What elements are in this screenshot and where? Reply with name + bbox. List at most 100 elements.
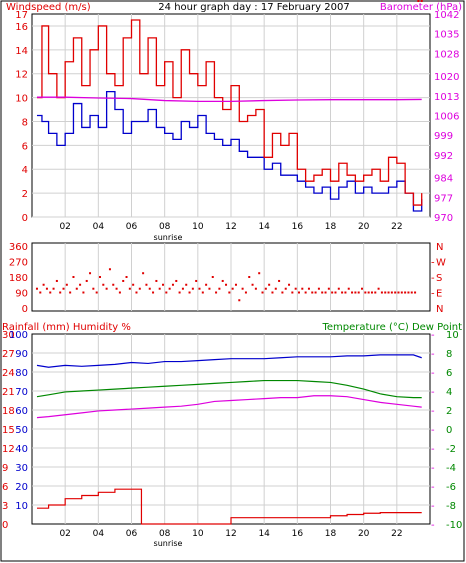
wind-series-barometer <box>36 96 422 103</box>
direction-point <box>98 276 101 278</box>
direction-point <box>384 291 387 294</box>
direction-point <box>380 291 383 294</box>
humidity-y-tick-label: 40 <box>15 444 28 455</box>
direction-point <box>79 283 82 286</box>
rainfall-y-tick-label: 24 <box>2 368 15 379</box>
direction-point <box>112 283 115 286</box>
direction-y-right-tick-label: N <box>436 242 443 253</box>
direction-y-right-tick-label: S <box>436 273 442 284</box>
direction-point <box>72 276 75 278</box>
wind-x-tick-label: 16 <box>292 222 304 232</box>
rainfall-y-tick-label: 6 <box>2 482 8 493</box>
direction-y-right-tick-mark: - <box>431 273 435 284</box>
wind-x-tick-label: 10 <box>192 222 204 232</box>
dewpoint-y-tick-mark: - <box>431 444 435 455</box>
temperature-y-tick-label: -10 <box>446 520 462 531</box>
direction-point <box>162 283 165 286</box>
direction-point <box>248 276 251 278</box>
direction-point <box>105 287 108 290</box>
dewpoint-y-tick-mark: - <box>431 425 435 436</box>
direction-point <box>258 272 261 275</box>
direction-point <box>374 291 377 294</box>
direction-point <box>92 287 95 290</box>
direction-point <box>268 283 271 286</box>
temperature-y-tick-label: 10 <box>446 330 459 341</box>
direction-point <box>228 291 231 294</box>
direction-point <box>35 287 38 290</box>
direction-point <box>178 291 181 294</box>
temperature-y-tick-label: 8 <box>446 349 452 360</box>
direction-point <box>145 283 148 286</box>
direction-point <box>171 283 174 286</box>
direction-point <box>264 287 267 290</box>
temperature-x-tick-label: 06 <box>126 529 138 539</box>
dewpoint-y-tick-mark: - <box>431 406 435 417</box>
temperature-series-temperature <box>36 379 422 399</box>
direction-point <box>52 287 55 290</box>
wind-y-right-tick-label: 970 <box>434 213 453 224</box>
direction-point <box>158 287 161 290</box>
direction-point <box>102 283 105 286</box>
rainfall-y-tick-label: 27 <box>2 349 15 360</box>
dewpoint-y-tick-mark: - <box>431 368 435 379</box>
wind-panel-x-ticks: 02 04 06 08 10 12 14 16 18 20 22 <box>59 222 402 232</box>
temperature-x-tick-label: 22 <box>391 529 402 539</box>
direction-point <box>45 287 48 290</box>
direction-point <box>231 287 234 290</box>
temperature-x-tick-label: 08 <box>159 529 171 539</box>
temperature-y-tick-label: -8 <box>446 501 456 512</box>
windspeed-axis-label: Windspeed (m/s) <box>6 2 91 13</box>
wind-y-left-tick-label: 6 <box>22 141 28 152</box>
rainfall-y-tick-label: 12 <box>2 444 15 455</box>
direction-point <box>85 279 88 282</box>
wind-series-windspeed <box>36 90 423 212</box>
direction-point <box>294 287 297 290</box>
direction-point <box>211 276 214 278</box>
wind-x-tick-label: 02 <box>59 222 70 232</box>
direction-point <box>304 291 307 294</box>
wind-x-tick-label: 20 <box>358 222 370 232</box>
direction-point <box>361 287 364 290</box>
temperature-series-dew-point <box>36 395 422 419</box>
wind-y-left-tick-label: 14 <box>15 46 28 57</box>
direction-point <box>152 291 155 294</box>
rainfall-y-tick-label: 15 <box>2 425 15 436</box>
direction-point <box>414 291 417 294</box>
direction-panel-grid <box>64 243 398 311</box>
direction-point <box>317 287 320 290</box>
rainfall-humidity-axis-label: Rainfall (mm) Humidity % <box>2 322 131 333</box>
temperature-x-tick-label: 12 <box>225 529 236 539</box>
dewpoint-y-tick-mark: - <box>431 520 435 531</box>
direction-point <box>201 291 204 294</box>
wind-y-left-tick-label: 17 <box>15 10 28 21</box>
direction-panel-points <box>35 0 423 302</box>
dewpoint-y-tick-mark: - <box>431 330 435 341</box>
direction-point <box>135 291 138 294</box>
direction-point <box>95 291 98 294</box>
direction-point <box>301 287 304 290</box>
humidity-y-tick-label: 60 <box>15 406 28 417</box>
direction-point <box>377 287 380 290</box>
direction-point <box>387 291 390 294</box>
direction-point <box>251 283 254 286</box>
direction-point <box>331 291 334 294</box>
direction-point <box>185 283 188 286</box>
direction-point <box>142 272 145 275</box>
wind-y-right-tick-label: 977 <box>434 193 453 204</box>
sunrise-label-bottom: sunrise <box>154 539 183 548</box>
direction-point <box>225 283 228 286</box>
direction-point <box>311 291 314 294</box>
wind-y-right-tick-label: 1006 <box>434 112 459 123</box>
direction-point <box>89 272 92 275</box>
temperature-panel-series <box>36 354 422 525</box>
direction-point <box>254 287 257 290</box>
humidity-y-tick-label: 90 <box>15 349 28 360</box>
dewpoint-y-tick-mark: - <box>431 463 435 474</box>
direction-y-left-tick-label: 0 <box>22 304 28 315</box>
wind-y-left-tick-label: 4 <box>22 165 28 176</box>
direction-point <box>354 291 357 294</box>
wind-x-tick-label: 06 <box>126 222 138 232</box>
direction-point <box>215 291 218 294</box>
humidity-y-tick-label: 30 <box>15 463 28 474</box>
direction-point <box>55 279 58 282</box>
